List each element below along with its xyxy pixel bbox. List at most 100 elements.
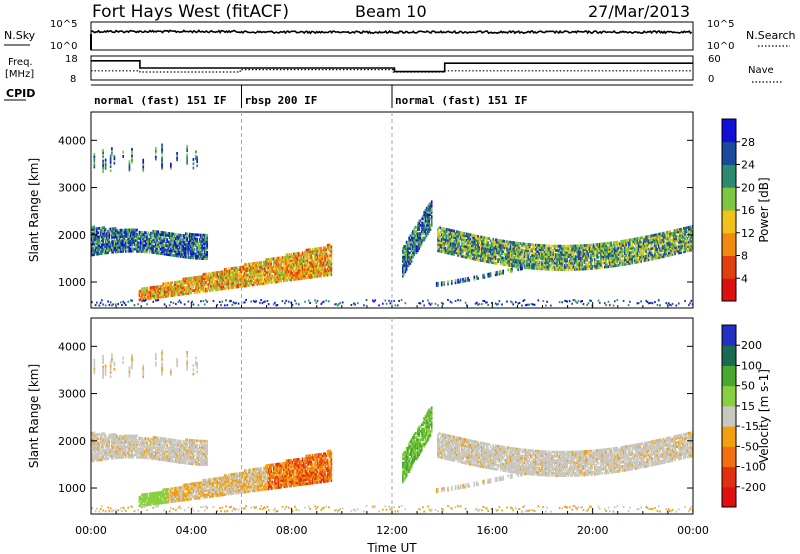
power-cell [195,243,197,247]
power-cell [196,282,199,286]
power-cell [608,258,611,262]
power-cell [274,265,276,269]
power-cell [203,257,206,261]
power-cell [488,247,491,251]
power-cell [511,245,513,249]
power-cell [483,273,486,277]
power-cell [170,242,172,246]
power-cell [299,270,301,274]
power-cell [536,254,538,258]
power-cell [198,237,201,241]
power-cell [664,250,666,254]
power-cell [163,303,166,306]
power-cell [524,261,527,265]
power-cell [501,252,503,256]
power-cell [486,236,488,240]
power-cell [314,258,316,262]
power-cell [254,283,256,287]
power-cell [205,238,207,241]
power-cell [183,292,186,296]
power-cell [294,252,296,256]
power-cell [264,277,266,281]
power-cell [282,256,285,259]
power-cell [464,255,467,259]
power-cell [307,276,310,279]
power-cell [198,279,201,283]
power-cell [218,285,221,289]
power-cell [171,281,173,285]
power-cell [272,263,275,267]
power-cell [176,250,178,254]
power-cell [546,300,548,303]
power-cell [235,277,237,280]
power-cell [558,257,561,261]
power-cell [216,288,219,291]
power-cell [227,273,230,277]
power-cell [665,252,668,256]
power-cell [186,159,188,163]
power-cell [142,235,145,239]
power-cell [156,245,158,249]
power-cell [186,249,188,253]
power-cell [195,156,197,160]
power-cell [453,231,456,235]
power-cell [114,235,117,239]
power-cell [465,234,468,238]
power-cell [587,246,590,249]
power-cell [521,304,523,307]
power-cell [280,277,283,281]
power-cell [622,254,625,258]
power-cell [514,256,517,260]
power-cell [450,241,453,245]
power-cell [437,249,439,253]
power-cell [245,275,247,279]
power-cell [527,265,530,269]
power-cell [141,295,143,299]
power-cell [330,249,333,253]
power-cell [497,245,500,249]
power-cell [188,289,191,293]
power-cell [238,272,241,276]
power-cell [294,299,296,302]
power-cell [467,249,469,253]
power-cell [237,278,240,282]
power-cell [479,237,482,241]
power-cell [240,276,242,280]
power-cell [216,279,219,283]
power-cell [176,291,178,295]
power-cell [233,273,236,276]
power-cell [518,250,521,254]
power-cell [166,240,168,244]
power-cell [201,277,204,281]
power-cell [279,273,281,277]
power-cell [560,244,562,248]
power-cell [624,239,626,243]
power-cell [462,236,464,239]
power-cell [684,299,686,302]
power-cell [649,302,651,305]
power-cell [198,246,201,250]
power-cell [144,297,147,301]
power-cell [251,277,254,280]
power-cell [621,250,624,254]
power-cell [447,249,449,253]
power-cell [128,228,131,232]
power-cell [232,269,235,272]
power-cell [217,270,220,274]
power-cell [518,259,521,262]
power-cell [452,235,454,239]
power-cell [159,247,162,251]
power-cell [131,249,133,253]
power-cell [419,240,422,244]
power-cell [557,266,560,269]
power-cell [221,283,224,287]
power-cell [126,230,128,234]
power-cell [403,259,405,263]
power-cell [405,266,408,270]
power-cell [205,242,207,246]
power-cell [245,271,247,275]
power-cell [320,268,323,271]
power-cell [650,253,653,257]
power-cell [674,237,676,241]
power-cell [306,259,309,263]
